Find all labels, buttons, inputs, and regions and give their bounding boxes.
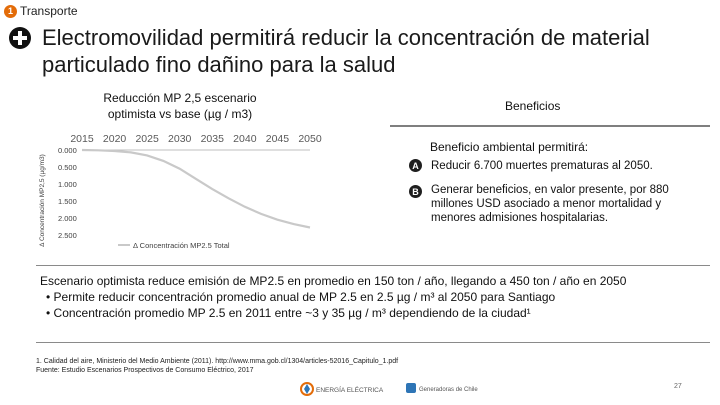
benefit-text-b: Generar beneficios, en valor presente, p… [431,184,669,224]
x-tick-label: 2040 [233,133,257,145]
y-tick-label: 1.500 [58,197,77,206]
x-tick-label: 2020 [103,133,127,145]
benefit-text-a: Reducir 6.700 muertes prematuras al 2050… [431,160,653,172]
benefits-title: Beneficios [505,99,561,113]
section-number-badge: 1 [4,4,17,18]
y-tick-label: 1.000 [58,180,77,189]
section-label: Transporte [20,4,78,18]
summary-box: Escenario optimista reduce emisión de MP… [36,265,710,343]
y-tick-label: 2.000 [58,214,77,223]
chart-heading: Reducción MP 2,5 escenario optimista vs … [103,91,257,121]
footnote-source: Fuente: Estudio Escenarios Prospectivos … [36,367,254,374]
y-tick-label: 2.500 [58,231,77,240]
benefit-badge-a: A [409,159,422,172]
legend-label: Δ Concentración MP2.5 Total [133,241,230,250]
page-number: 27 [674,383,682,390]
benefits-divider [390,125,710,127]
footnote-reference: 1. Calidad del aire, Ministerio del Medi… [36,358,399,365]
page-title: Electromovilidad permitirá reducir la co… [42,25,650,77]
y-axis-label: Δ Concentración MP2,5 (µg/m3) [39,154,46,247]
x-tick-label: 2015 [70,133,94,145]
generadoras-de-chile-logo: Generadoras de Chile [406,383,478,393]
section-tag: 1 Transporte [4,4,78,18]
y-tick-label: 0.500 [58,163,77,172]
x-tick-label: 2045 [266,133,290,145]
energia-electrica-logo: ENERGÍA ELÉCTRICA [300,382,384,396]
benefit-badge-b: B [409,185,422,198]
x-tick-label: 2050 [298,133,322,145]
x-tick-label: 2030 [168,133,192,145]
benefits-subtitle: Beneficio ambiental permitirá: [430,140,589,154]
summary-bullets: Permite reducir concentración promedio a… [40,289,698,321]
plus-circle-icon [9,27,31,49]
summary-bullet: Permite reducir concentración promedio a… [40,289,698,305]
summary-bullet: Concentración promedio MP 2.5 en 2011 en… [40,305,698,321]
x-tick-label: 2035 [201,133,225,145]
generadoras-de-chile-logo-text: Generadoras de Chile [419,387,478,393]
summary-lead: Escenario optimista reduce emisión de MP… [40,274,627,288]
x-tick-label: 2025 [135,133,159,145]
mp25-reduction-chart: 2015 2020 2025 2030 2035 2040 2045 2050 0.000 0.5… [39,133,322,250]
y-tick-label: 0.000 [58,146,77,155]
series-line [81,148,311,229]
energia-electrica-logo-text: ENERGÍA ELÉCTRICA [316,385,384,394]
